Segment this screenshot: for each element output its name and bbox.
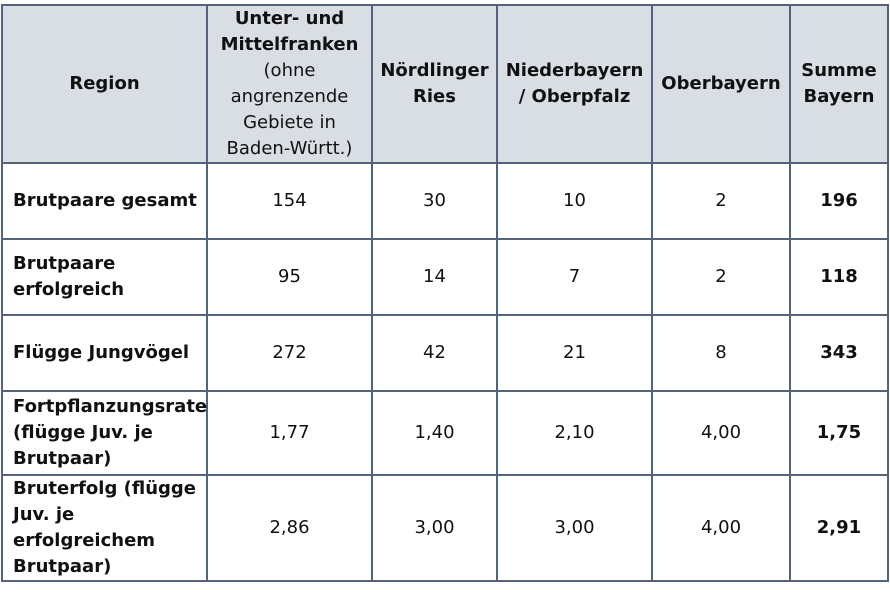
header-unter-mittelfranken: Unter- und Mittelfranken (ohne angrenzen…: [206, 4, 373, 164]
header-noerdlinger-ries: Nördlinger Ries: [371, 4, 498, 164]
cell-niederbayern-oberpfalz: 2,10: [496, 390, 653, 476]
table-wrapper: Region Unter- und Mittelfranken (ohne an…: [1, 4, 889, 582]
cell-summe-bayern: 196: [789, 162, 889, 240]
header-niederbayern-oberpfalz: Niederbayern / Oberpfalz: [496, 4, 653, 164]
cell-summe-bayern: 2,91: [789, 474, 889, 582]
table-row: Brutpaare gesamt 154 30 10 2 196: [1, 162, 889, 240]
cell-unter-mittelfranken: 1,77: [206, 390, 373, 476]
row-label: Flügge Jungvögel: [1, 314, 208, 392]
cell-oberbayern: 4,00: [651, 474, 791, 582]
cell-summe-bayern: 1,75: [789, 390, 889, 476]
row-label: Bruterfolg (flügge Juv. je erfolgreichem…: [1, 474, 208, 582]
cell-noerdlinger-ries: 3,00: [371, 474, 498, 582]
cell-summe-bayern: 343: [789, 314, 889, 392]
cell-niederbayern-oberpfalz: 3,00: [496, 474, 653, 582]
row-label: Fortpflanzungsrate (flügge Juv. je Brutp…: [1, 390, 208, 476]
breeding-statistics-table: Region Unter- und Mittelfranken (ohne an…: [1, 4, 889, 582]
row-label: Brutpaare gesamt: [1, 162, 208, 240]
cell-noerdlinger-ries: 14: [371, 238, 498, 316]
cell-summe-bayern: 118: [789, 238, 889, 316]
header-region: Region: [1, 4, 208, 164]
cell-oberbayern: 2: [651, 162, 791, 240]
cell-unter-mittelfranken: 154: [206, 162, 373, 240]
cell-noerdlinger-ries: 30: [371, 162, 498, 240]
cell-noerdlinger-ries: 42: [371, 314, 498, 392]
cell-noerdlinger-ries: 1,40: [371, 390, 498, 476]
cell-unter-mittelfranken: 2,86: [206, 474, 373, 582]
table-row: Bruterfolg (flügge Juv. je erfolgreichem…: [1, 474, 889, 582]
cell-niederbayern-oberpfalz: 7: [496, 238, 653, 316]
cell-unter-mittelfranken: 95: [206, 238, 373, 316]
table-row: Flügge Jungvögel 272 42 21 8 343: [1, 314, 889, 392]
cell-unter-mittelfranken: 272: [206, 314, 373, 392]
header-row: Region Unter- und Mittelfranken (ohne an…: [1, 4, 889, 164]
header-unter-mittelfranken-note: (ohne angrenzende Gebiete in Baden-Württ…: [226, 60, 353, 159]
header-oberbayern: Oberbayern: [651, 4, 791, 164]
cell-niederbayern-oberpfalz: 21: [496, 314, 653, 392]
cell-oberbayern: 4,00: [651, 390, 791, 476]
header-unter-mittelfranken-title: Unter- und Mittelfranken: [220, 8, 359, 55]
cell-oberbayern: 2: [651, 238, 791, 316]
table-row: Fortpflanzungsrate (flügge Juv. je Brutp…: [1, 390, 889, 476]
row-label: Brutpaare erfolgreich: [1, 238, 208, 316]
cell-niederbayern-oberpfalz: 10: [496, 162, 653, 240]
table-row: Brutpaare erfolgreich 95 14 7 2 118: [1, 238, 889, 316]
cell-oberbayern: 8: [651, 314, 791, 392]
header-summe-bayern: Summe Bayern: [789, 4, 889, 164]
